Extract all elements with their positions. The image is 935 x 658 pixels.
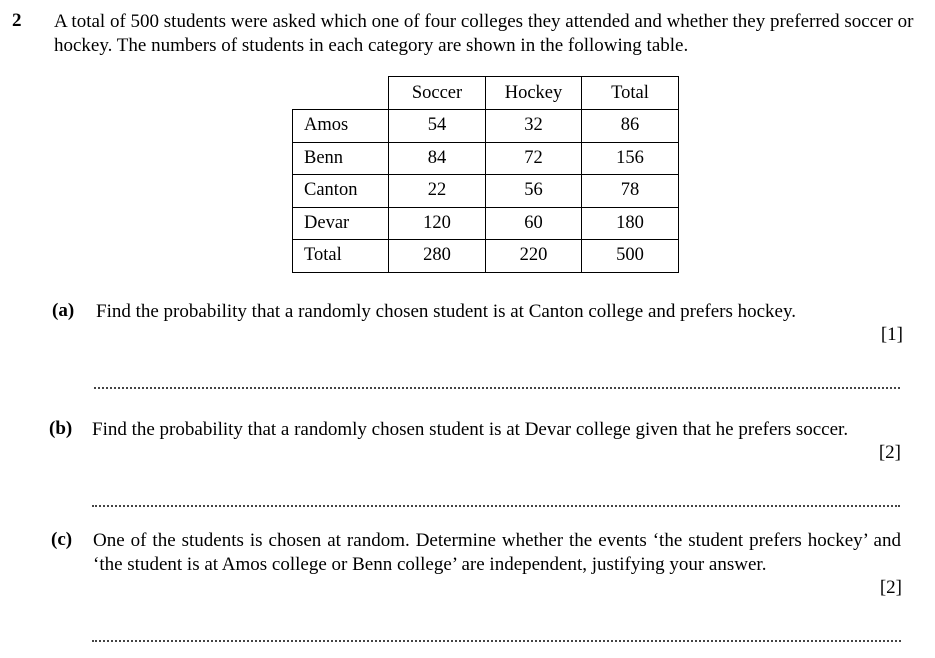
part-a-text: Find the probability that a randomly cho… [96,301,797,322]
col-header: Hockey [485,76,582,110]
table-cell: 32 [485,109,582,143]
col-header: Soccer [388,76,486,110]
table-cell: 180 [581,206,679,240]
table-cell: 84 [388,141,486,175]
table-header-row: Soccer Hockey Total [293,76,679,110]
table-cell: 72 [485,141,582,175]
part-b-marks: [2] [878,442,901,463]
row-header: Amos [292,109,389,143]
part-b-label: (b) [49,418,73,439]
table-corner [293,77,389,110]
data-table: Soccer Hockey Total Amos 54 32 86 Benn 8… [292,76,679,273]
part-a-marks: [1] [880,324,903,345]
table-cell: 78 [581,174,679,208]
table-row: Total 280 220 500 [292,239,679,273]
row-header: Canton [292,174,389,208]
row-header: Devar [292,206,389,240]
part-c-label: (c) [51,529,73,550]
table-cell: 86 [581,109,679,143]
table-cell: 156 [581,141,679,175]
part-b-text: Find the probability that a randomly cho… [92,419,849,440]
table-cell: 54 [388,109,486,143]
table-cell: 60 [485,206,582,240]
question-intro: A total of 500 students were asked which… [54,11,914,56]
part-a-answer-line[interactable] [94,387,900,389]
part-c-answer-line[interactable] [92,640,901,642]
row-header: Benn [292,141,389,175]
table-cell: 220 [485,239,582,273]
table-cell: 120 [388,206,486,240]
table-cell: 280 [388,239,486,273]
part-c-text: One of the students is chosen at random.… [93,530,901,575]
col-header: Total [581,76,679,110]
table-cell: 22 [388,174,486,208]
table-row: Canton 22 56 78 [292,174,679,208]
table-cell: 500 [581,239,679,273]
part-b-answer-line[interactable] [92,505,900,507]
part-a-label: (a) [52,300,75,321]
table-row: Amos 54 32 86 [292,109,679,143]
question-number: 2 [12,10,22,31]
table-cell: 56 [485,174,582,208]
row-header: Total [292,239,389,273]
table-row: Benn 84 72 156 [292,141,679,175]
part-c-marks: [2] [879,577,902,598]
table-row: Devar 120 60 180 [292,206,679,240]
